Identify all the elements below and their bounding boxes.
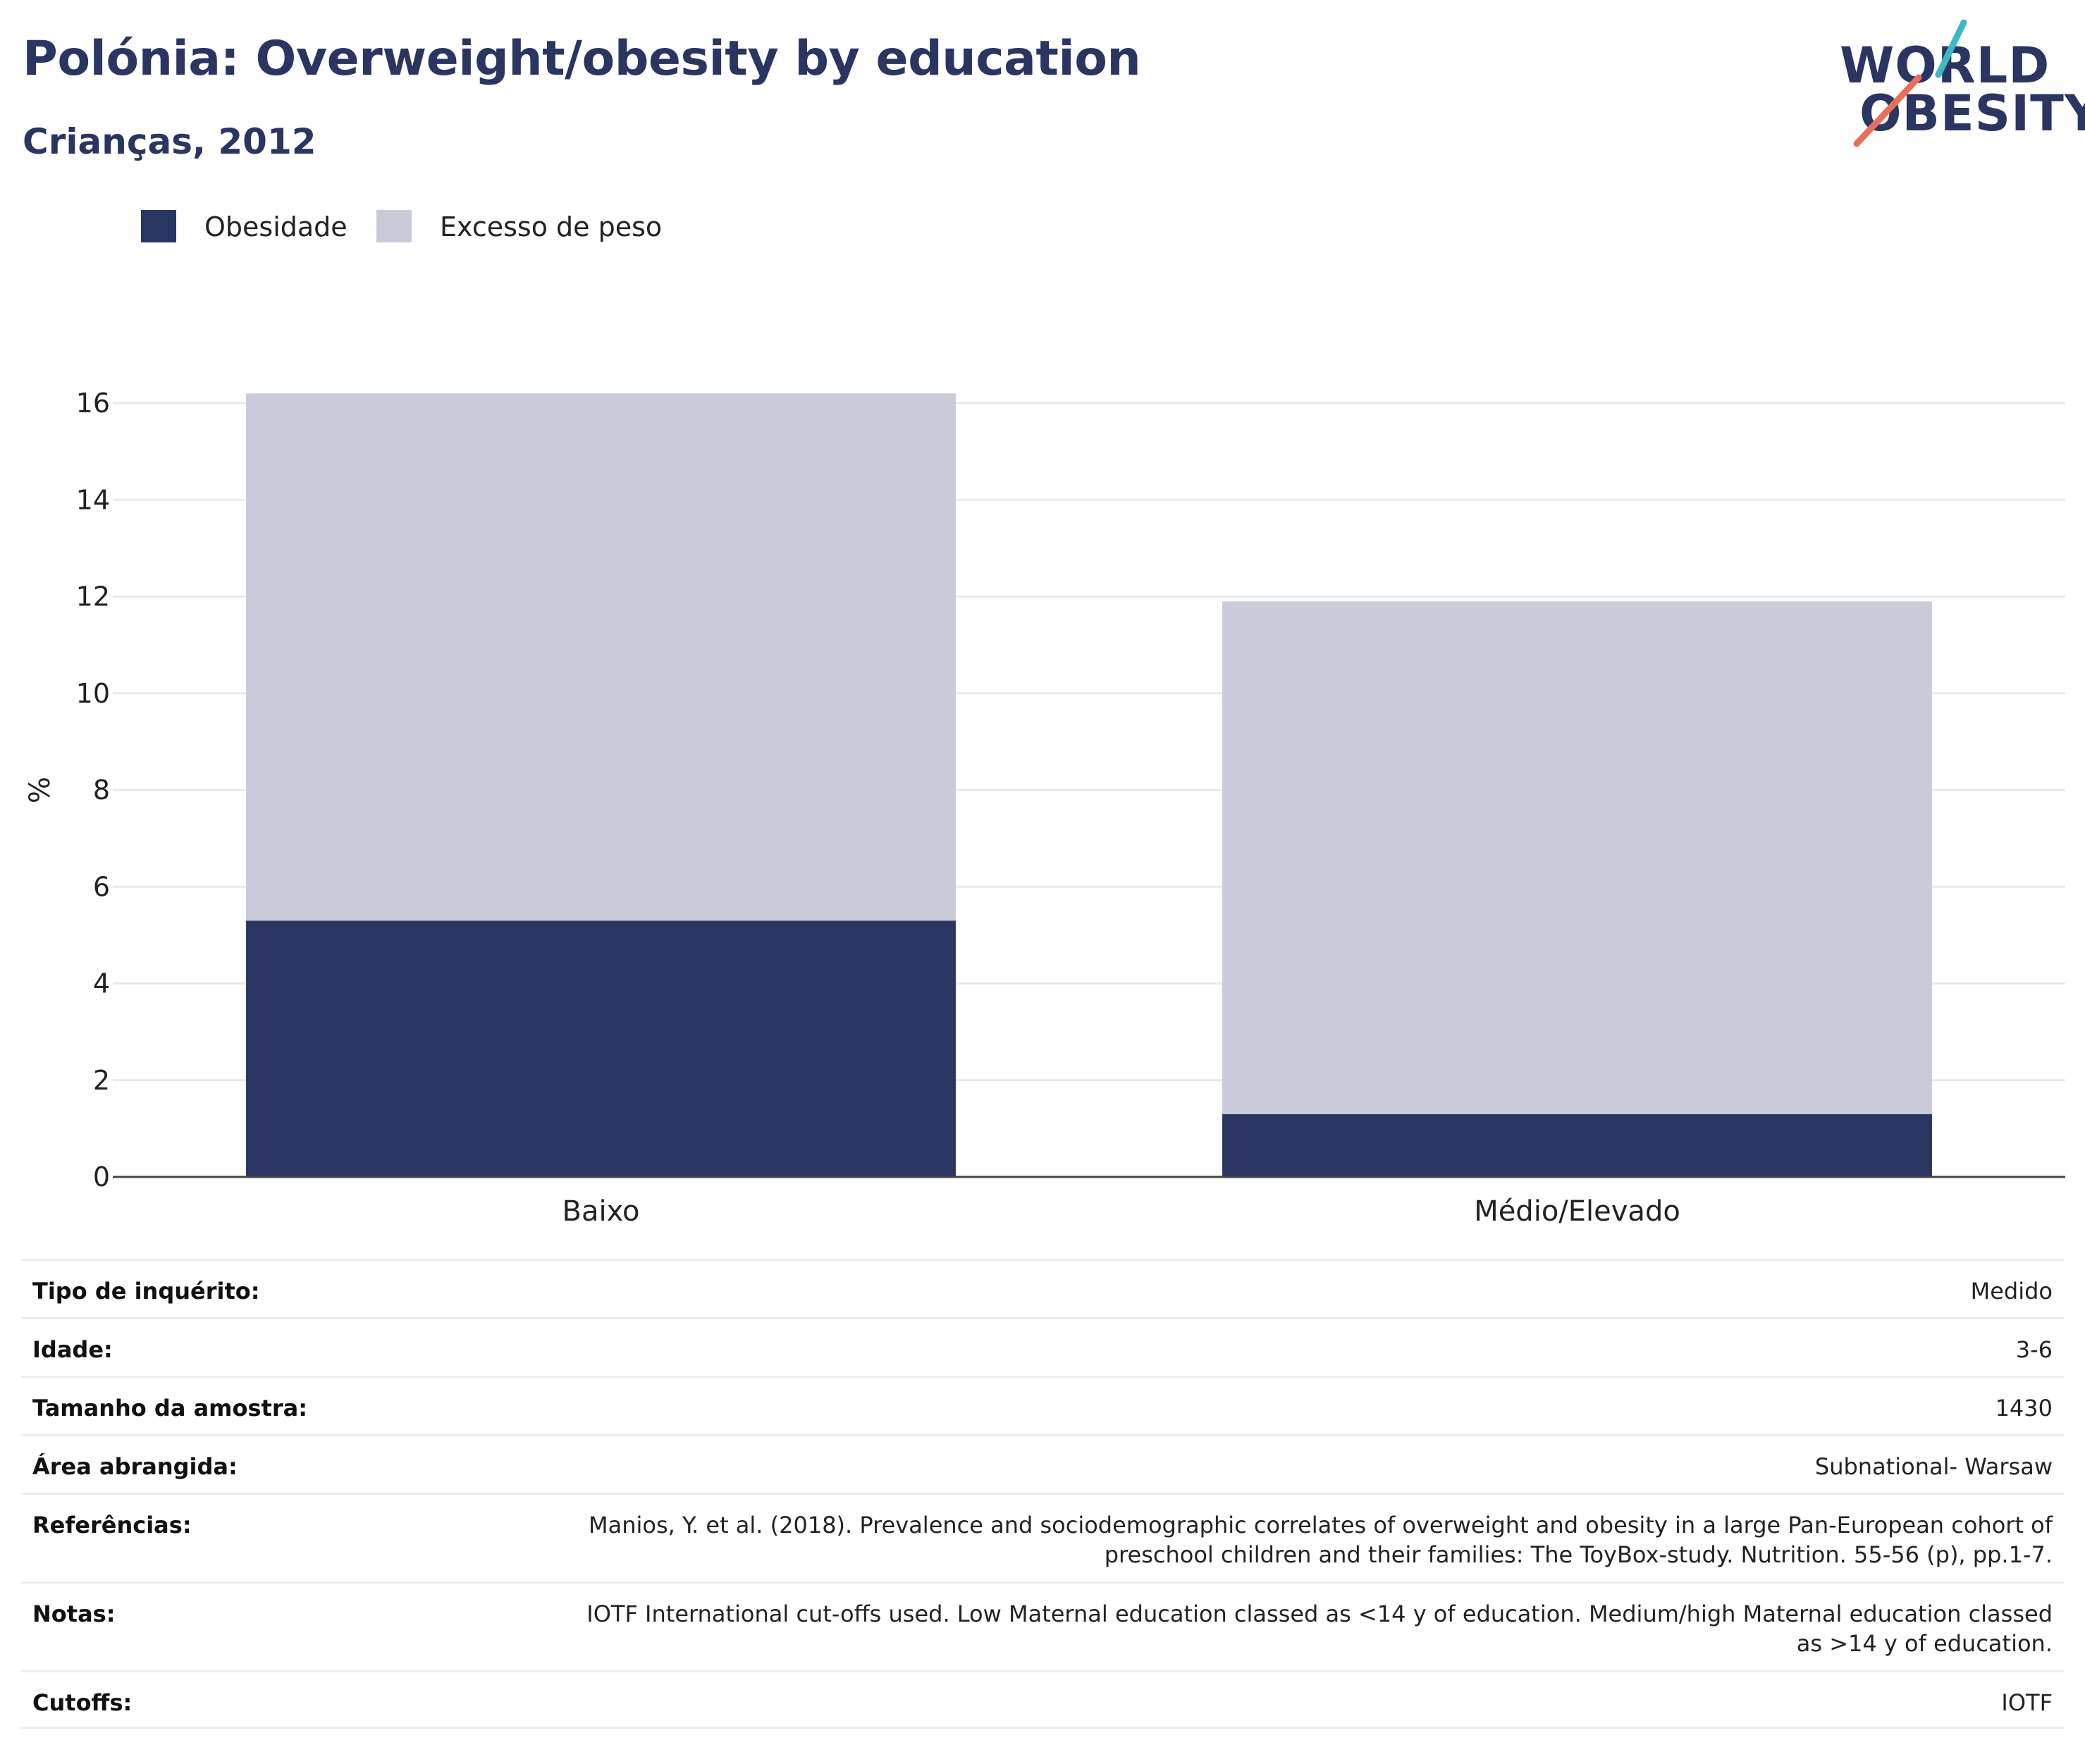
stacked-bar-chart: 0 2 4 6 8 10 12 14 16% Baixo Médio/Elevado <box>24 388 2065 1228</box>
info-key: Notas: <box>32 1600 116 1627</box>
info-value: IOTF International cut-offs used. Low Ma… <box>586 1600 2053 1657</box>
bar-obesity-1 <box>1222 1114 1932 1177</box>
y-axis-label: % <box>24 777 56 803</box>
y-tick-label: 0 <box>93 1161 110 1192</box>
y-tick-label: 8 <box>93 775 110 806</box>
info-key: Área abrangida: <box>32 1453 238 1480</box>
legend-swatch-obesity <box>141 210 176 242</box>
info-key: Referências: <box>32 1512 192 1538</box>
info-row-cutoffs: Cutoffs: IOTF <box>21 1670 2064 1729</box>
chart-subtitle: Crianças, 2012 <box>23 121 316 162</box>
info-value: IOTF <box>2001 1689 2053 1716</box>
info-value: 1430 <box>1995 1395 2053 1421</box>
y-tick-label: 10 <box>76 678 110 709</box>
info-row-survey-type: Tipo de inquérito: Medido <box>21 1259 2064 1317</box>
info-row-age: Idade: 3-6 <box>21 1317 2064 1376</box>
bar-overweight-0 <box>246 393 956 921</box>
y-tick-label: 12 <box>76 581 110 612</box>
world-obesity-logo[interactable]: WORLD OBESITY <box>1840 18 2085 152</box>
x-tick-label: Médio/Elevado <box>1474 1195 1680 1228</box>
info-row-area: Área abrangida: Subnational- Warsaw <box>21 1434 2064 1493</box>
bar-overweight-1 <box>1222 601 1932 1114</box>
legend-swatch-overweight <box>376 210 412 242</box>
info-value: Manios, Y. et al. (2018). Prevalence and… <box>588 1512 2053 1568</box>
y-tick-label: 2 <box>93 1065 110 1096</box>
legend-label-obesity: Obesidade <box>204 211 348 242</box>
logo-slash-icon <box>1853 19 1967 147</box>
chart-title: Polónia: Overweight/obesity by education <box>23 31 1141 87</box>
x-tick-label: Baixo <box>562 1195 640 1228</box>
y-tick-label: 16 <box>76 388 110 419</box>
info-key: Tamanho da amostra: <box>32 1395 307 1421</box>
info-row-sample-size: Tamanho da amostra: 1430 <box>21 1376 2064 1434</box>
y-tick-label: 14 <box>76 484 110 515</box>
info-value: Medido <box>1970 1278 2053 1305</box>
info-key: Cutoffs: <box>32 1689 133 1716</box>
y-tick-label: 4 <box>93 968 110 999</box>
bar-obesity-0 <box>246 920 956 1177</box>
info-row-references: Referências: Manios, Y. et al. (2018). P… <box>21 1493 2064 1581</box>
survey-info-table: Tipo de inquérito: Medido Idade: 3-6 Tam… <box>21 1259 2064 1729</box>
info-key: Idade: <box>32 1336 113 1363</box>
legend-label-overweight: Excesso de peso <box>440 211 663 242</box>
info-value: 3-6 <box>2015 1336 2053 1363</box>
y-tick-label: 6 <box>93 871 110 902</box>
info-value: Subnational- Warsaw <box>1814 1453 2053 1480</box>
info-row-notes: Notas: IOTF International cut-offs used.… <box>21 1581 2064 1670</box>
info-key: Tipo de inquérito: <box>32 1278 260 1305</box>
